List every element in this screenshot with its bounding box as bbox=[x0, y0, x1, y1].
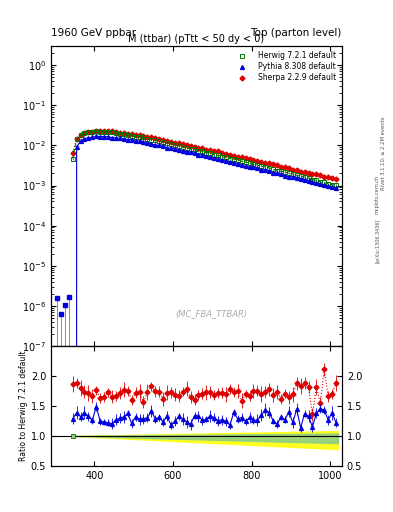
Pythia 8.308 default bbox=[133, 138, 138, 144]
Herwig 7.2.1 default bbox=[184, 145, 189, 151]
Herwig 7.2.1 default bbox=[334, 182, 338, 188]
Herwig 7.2.1 default bbox=[70, 156, 75, 162]
Sherpa 2.2.9 default bbox=[334, 176, 338, 182]
Text: Top (parton level): Top (parton level) bbox=[250, 28, 342, 38]
Line: Herwig 7.2.1 default: Herwig 7.2.1 default bbox=[71, 130, 338, 187]
Text: [arXiv:1306.3436]: [arXiv:1306.3436] bbox=[375, 219, 380, 263]
Pythia 8.308 default bbox=[224, 158, 228, 164]
Sherpa 2.2.9 default bbox=[137, 132, 142, 138]
Pythia 8.308 default bbox=[137, 138, 142, 144]
Herwig 7.2.1 default bbox=[133, 134, 138, 140]
Text: (MC_FBA_TTBAR): (MC_FBA_TTBAR) bbox=[175, 309, 247, 318]
Herwig 7.2.1 default bbox=[137, 134, 142, 140]
Sherpa 2.2.9 default bbox=[228, 152, 232, 158]
Sherpa 2.2.9 default bbox=[224, 151, 228, 157]
Sherpa 2.2.9 default bbox=[94, 127, 99, 134]
Sherpa 2.2.9 default bbox=[133, 132, 138, 138]
Text: mcplots.cern.ch: mcplots.cern.ch bbox=[375, 175, 380, 214]
Title: M (ttbar) (pTtt < 50 dy < 0): M (ttbar) (pTtt < 50 dy < 0) bbox=[129, 34, 264, 44]
Pythia 8.308 default bbox=[334, 185, 338, 191]
Herwig 7.2.1 default bbox=[94, 129, 99, 135]
Herwig 7.2.1 default bbox=[224, 155, 228, 161]
Pythia 8.308 default bbox=[94, 134, 99, 140]
Herwig 7.2.1 default bbox=[310, 177, 315, 183]
Legend: Herwig 7.2.1 default, Pythia 8.308 default, Sherpa 2.2.9 default: Herwig 7.2.1 default, Pythia 8.308 defau… bbox=[227, 50, 338, 84]
Line: Sherpa 2.2.9 default: Sherpa 2.2.9 default bbox=[71, 129, 338, 181]
Text: 1960 GeV ppbar: 1960 GeV ppbar bbox=[51, 28, 136, 38]
Pythia 8.308 default bbox=[228, 159, 232, 165]
Sherpa 2.2.9 default bbox=[310, 170, 315, 177]
Pythia 8.308 default bbox=[184, 148, 189, 155]
Text: Rivet 3.1.10, ≥ 2.2M events: Rivet 3.1.10, ≥ 2.2M events bbox=[381, 117, 386, 190]
Sherpa 2.2.9 default bbox=[70, 150, 75, 156]
Y-axis label: Ratio to Herwig 7.2.1 default: Ratio to Herwig 7.2.1 default bbox=[19, 351, 28, 461]
Sherpa 2.2.9 default bbox=[184, 142, 189, 148]
Line: Pythia 8.308 default: Pythia 8.308 default bbox=[71, 135, 338, 512]
Pythia 8.308 default bbox=[310, 179, 315, 185]
Herwig 7.2.1 default bbox=[228, 156, 232, 162]
